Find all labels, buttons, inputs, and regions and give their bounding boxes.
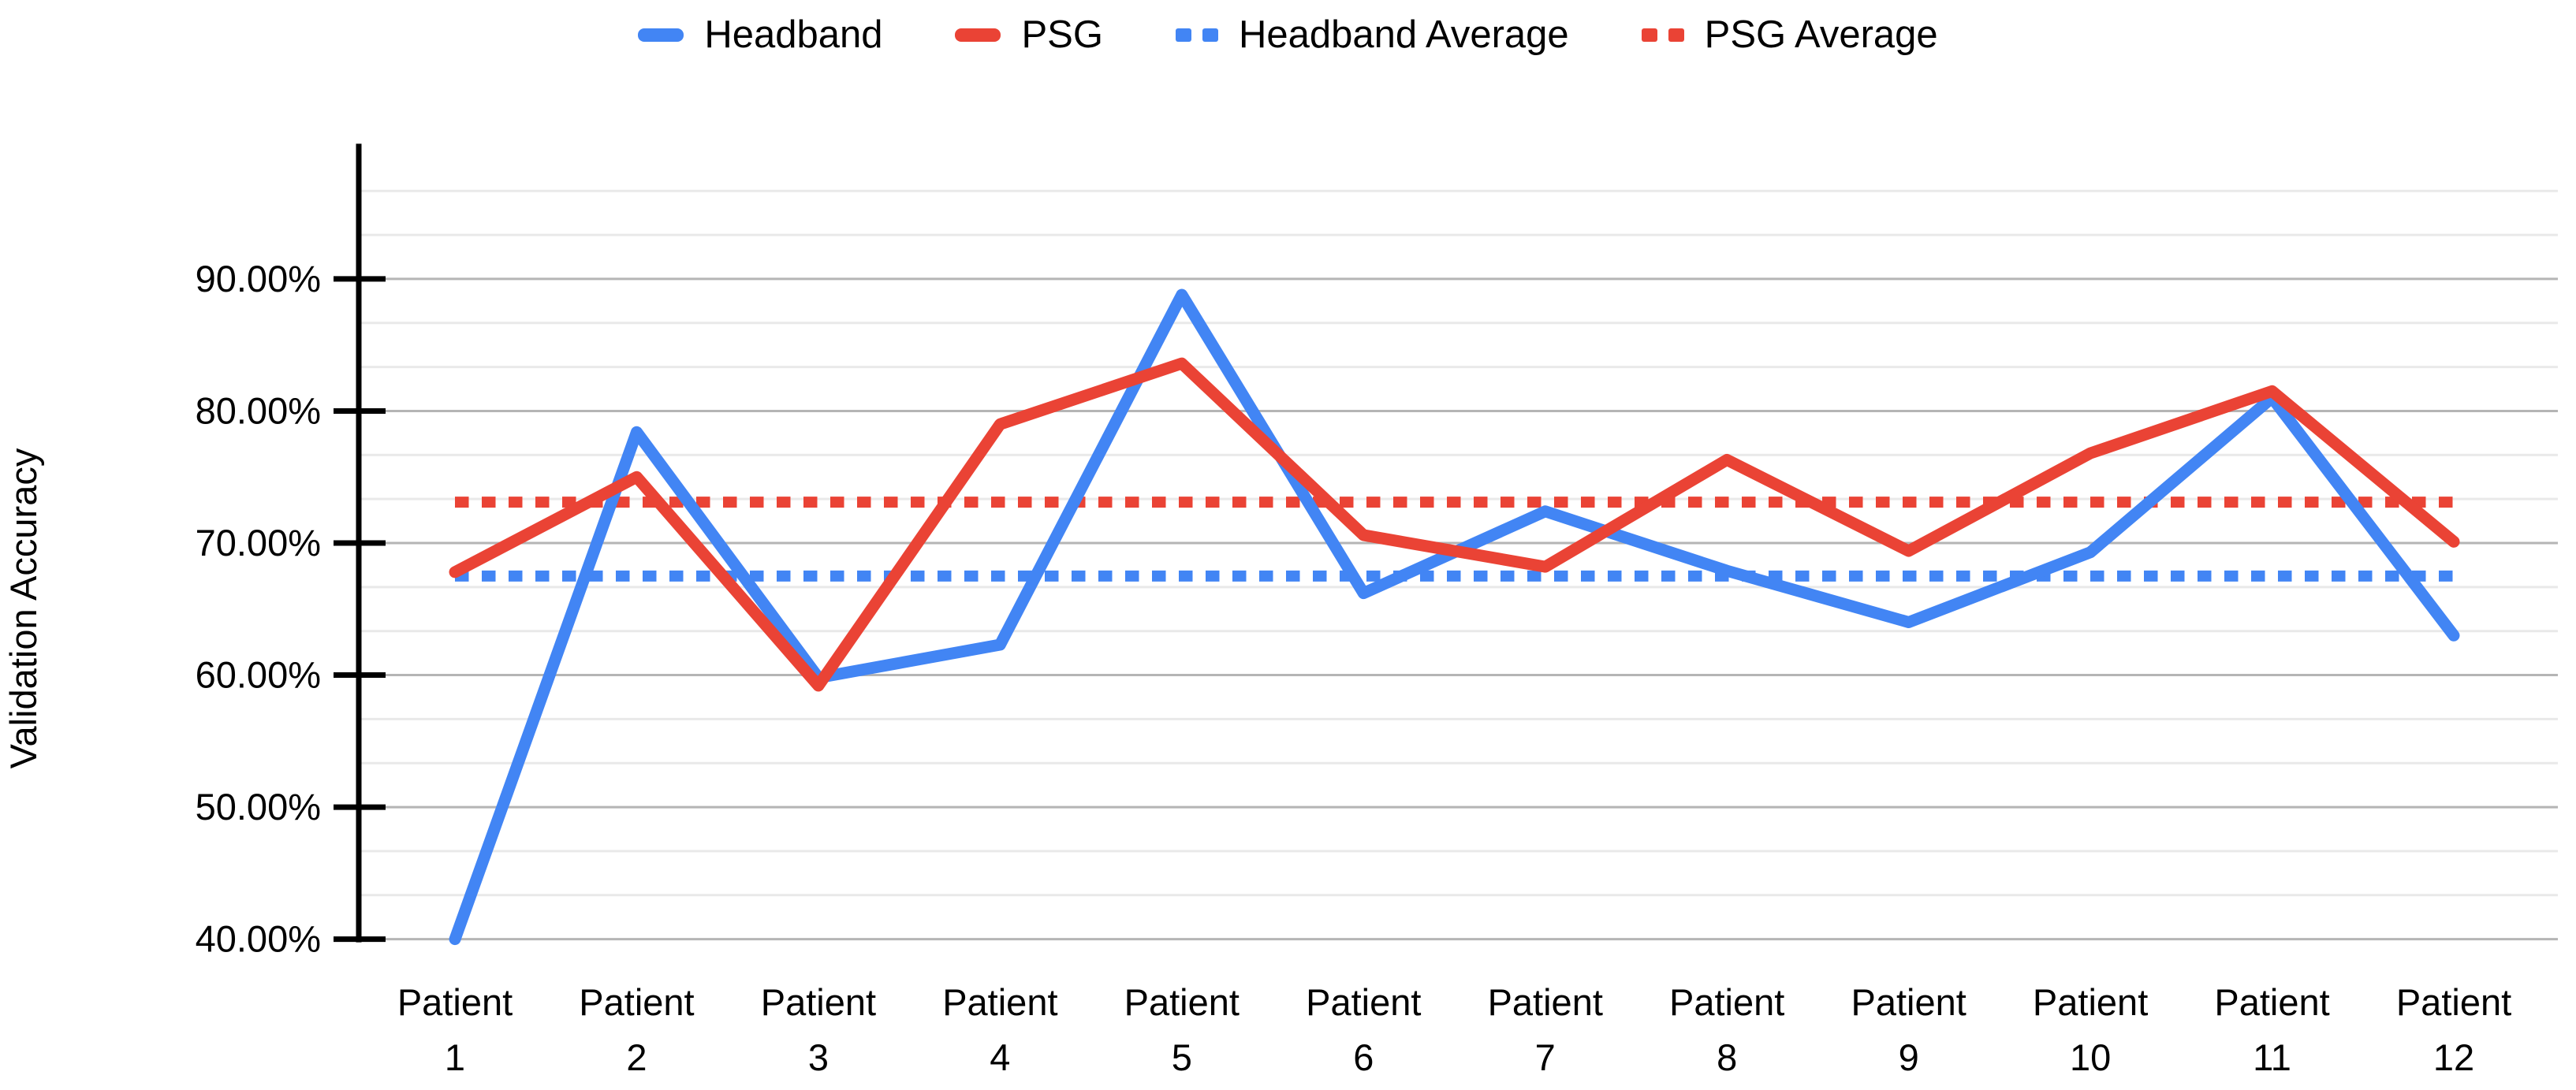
legend-item-headband-average: Headband Average bbox=[1175, 13, 1569, 57]
x-tick-label-number: 11 bbox=[2253, 1036, 2291, 1078]
x-tick-label-number: 2 bbox=[626, 1036, 647, 1078]
x-tick-label-number: 9 bbox=[1899, 1036, 1919, 1078]
y-tick-label: 50.00% bbox=[196, 786, 321, 828]
y-tick-label: 70.00% bbox=[196, 522, 321, 564]
legend-item-psg: PSG bbox=[955, 13, 1103, 57]
x-tick-label-word: Patient bbox=[579, 981, 694, 1023]
x-tick-label-word: Patient bbox=[2214, 981, 2329, 1023]
legend-item-headband: Headband bbox=[638, 13, 882, 57]
x-tick-label-word: Patient bbox=[2396, 981, 2511, 1023]
x-tick-label-word: Patient bbox=[2033, 981, 2148, 1023]
x-tick-label-number: 1 bbox=[445, 1036, 465, 1078]
legend-label-headband-average: Headband Average bbox=[1238, 13, 1569, 56]
x-tick-label-word: Patient bbox=[942, 981, 1057, 1023]
legend-label-psg: PSG bbox=[1021, 13, 1103, 56]
x-tick-label-word: Patient bbox=[761, 981, 876, 1023]
y-tick-label: 90.00% bbox=[196, 258, 321, 299]
headband-legend-swatch bbox=[638, 28, 684, 42]
x-tick-label-number: 8 bbox=[1717, 1036, 1737, 1078]
x-tick-label-number: 12 bbox=[2433, 1036, 2474, 1078]
psg-series-line bbox=[449, 357, 2460, 692]
x-tick-label-number: 7 bbox=[1535, 1036, 1556, 1078]
legend-item-psg-average: PSG Average bbox=[1641, 13, 1938, 57]
x-tick-label-word: Patient bbox=[397, 981, 513, 1023]
x-tick-label-word: Patient bbox=[1306, 981, 1421, 1023]
y-tick-label: 40.00% bbox=[196, 918, 321, 960]
x-tick-label-number: 4 bbox=[990, 1036, 1010, 1078]
psg-legend-swatch bbox=[955, 28, 1001, 42]
psg-average-legend-swatch bbox=[1641, 28, 1684, 42]
legend-label-psg-average: PSG Average bbox=[1704, 13, 1938, 56]
x-tick-label-number: 5 bbox=[1172, 1036, 1192, 1078]
x-tick-label-word: Patient bbox=[1851, 981, 1966, 1023]
x-tick-label-word: Patient bbox=[1124, 981, 1240, 1023]
y-tick-label: 80.00% bbox=[196, 389, 321, 431]
chart-legend: Headband PSG Headband Average PSG Averag… bbox=[0, 0, 2576, 69]
x-tick-label-word: Patient bbox=[1488, 981, 1603, 1023]
headband-average-legend-swatch bbox=[1175, 28, 1218, 42]
x-tick-label-number: 6 bbox=[1353, 1036, 1374, 1078]
y-axis-title: Validation Accuracy bbox=[2, 448, 44, 768]
x-tick-label-number: 10 bbox=[2070, 1036, 2111, 1078]
y-tick-label: 60.00% bbox=[196, 654, 321, 696]
x-tick-label-number: 3 bbox=[808, 1036, 829, 1078]
legend-label-headband: Headband bbox=[704, 13, 883, 56]
x-tick-label-word: Patient bbox=[1669, 981, 1784, 1023]
